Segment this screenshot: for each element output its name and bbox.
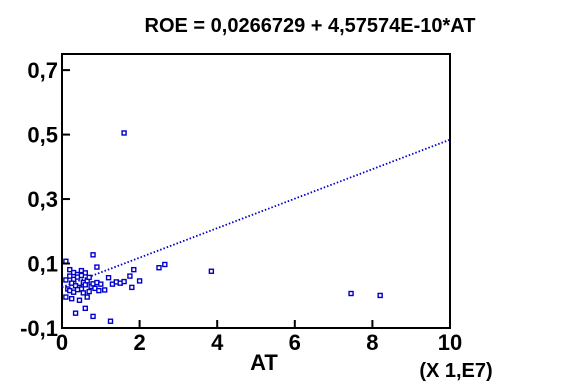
data-point [82,282,88,288]
data-point [107,318,114,324]
x-tick-label: 8 [366,330,378,355]
data-point [80,290,87,296]
y-tick-label: 0,5 [27,123,58,148]
data-point [96,287,102,294]
data-point [121,278,127,285]
y-tick-label: -0,1 [20,316,58,341]
data-point [136,278,143,284]
plot-area [61,53,451,329]
chart-title: ROE = 0,0266729 + 4,57574E-10*AT [145,15,476,37]
data-point [78,272,85,279]
data-point [105,275,112,281]
data-point [86,288,92,295]
data-point [121,130,127,136]
x-tick-label: 10 [438,330,462,355]
data-point [74,286,81,293]
x-tick-label: 2 [133,330,145,355]
x-tick-label: 6 [289,330,301,355]
data-point [208,268,215,274]
data-point [348,290,354,297]
data-point [68,295,75,302]
data-point [86,274,92,281]
x-axis-unit-label: (X 1,E7) [419,360,492,382]
data-point [127,273,133,279]
data-point [67,266,73,273]
data-point [84,294,90,300]
data-point [98,281,104,287]
y-tick-label: 0,7 [27,58,58,83]
y-tick-label: 0,1 [27,252,58,277]
y-tick-label: 0,3 [27,187,58,212]
data-point [72,310,79,316]
data-point [90,313,96,320]
data-point [63,294,69,300]
data-point [131,266,137,273]
x-tick-label: 4 [211,330,224,355]
data-point [94,264,100,270]
data-point [162,261,168,268]
data-point [67,273,73,279]
data-point [101,287,108,293]
data-point [90,252,96,258]
data-point [76,297,83,303]
data-point [377,292,383,299]
data-point [156,265,162,271]
fitted-line [61,138,451,289]
x-axis-label: AT [250,350,278,375]
data-point [129,284,135,291]
data-point [63,277,69,283]
y-axis-ticks: -0,1 0,1 0,3 0,5 0,7 [20,58,70,341]
plot-frame [61,53,451,329]
x-tick-label: 0 [56,330,68,355]
x-axis-ticks: 0 2 4 6 8 10 [56,320,462,355]
data-point [82,305,88,312]
